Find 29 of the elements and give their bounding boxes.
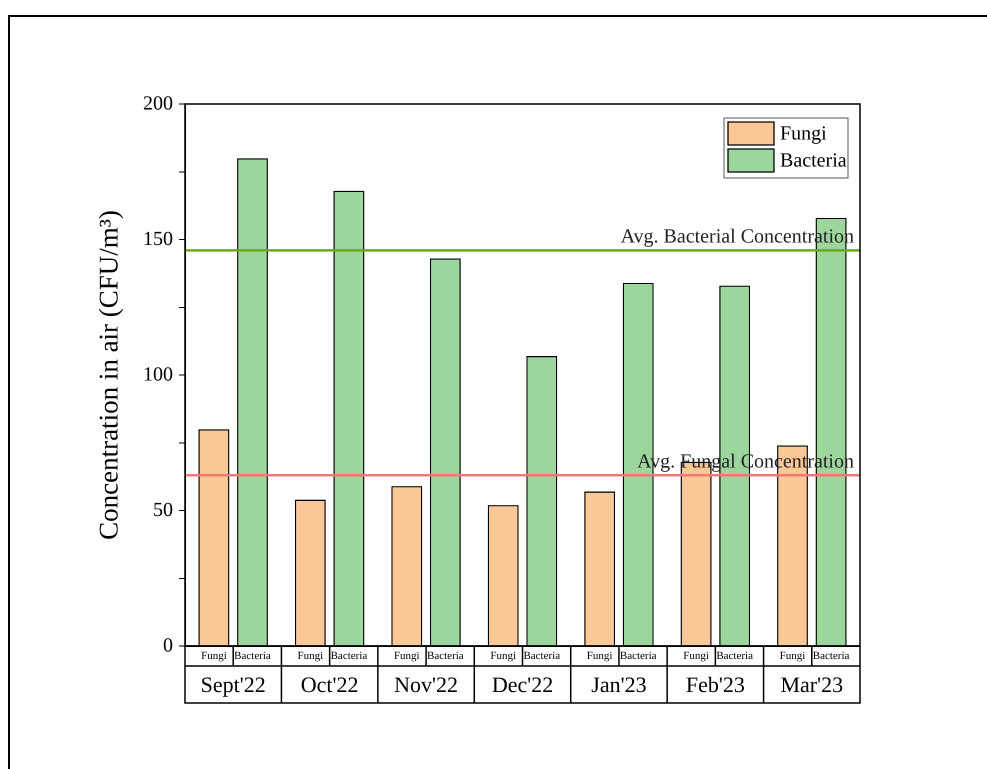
text: Bacteria: [427, 650, 464, 662]
y-tick-label: 50: [153, 498, 173, 521]
text: Fungi: [394, 650, 420, 662]
text: Fungi: [683, 650, 709, 662]
x-tick-label: Nov'22: [394, 672, 458, 697]
text: Bacteria: [234, 650, 271, 662]
text: Fungi: [298, 650, 324, 662]
x-tick-label: Feb'23: [686, 672, 745, 697]
y-tick-label: 150: [143, 228, 173, 250]
x-tick-label: Sept'22: [200, 672, 266, 697]
text: Fungi: [586, 650, 612, 662]
text: Bacteria: [620, 650, 657, 662]
x-tick-label: Oct'22: [300, 672, 359, 697]
x-tick-label: Jan'23: [591, 672, 647, 697]
y-tick-label: 200: [143, 92, 173, 114]
text: Fungi: [780, 650, 806, 662]
y-axis-title: Concentration in air (CFU/m³): [93, 210, 124, 540]
y-tick-label: 0: [163, 634, 173, 656]
y-tick-label: 100: [143, 363, 173, 386]
text: Bacteria: [330, 650, 368, 662]
text: Bacteria: [716, 650, 753, 662]
legend-label: Bacteria: [780, 149, 847, 172]
text: Bacteria: [812, 650, 850, 662]
x-tick-label: Dec'22: [492, 672, 554, 697]
text: Fungi: [490, 650, 516, 662]
text: Bacteria: [523, 650, 560, 662]
text: Fungi: [201, 650, 227, 662]
x-tick-label: Mar'23: [780, 672, 844, 697]
legend-label: Fungi: [780, 122, 828, 144]
